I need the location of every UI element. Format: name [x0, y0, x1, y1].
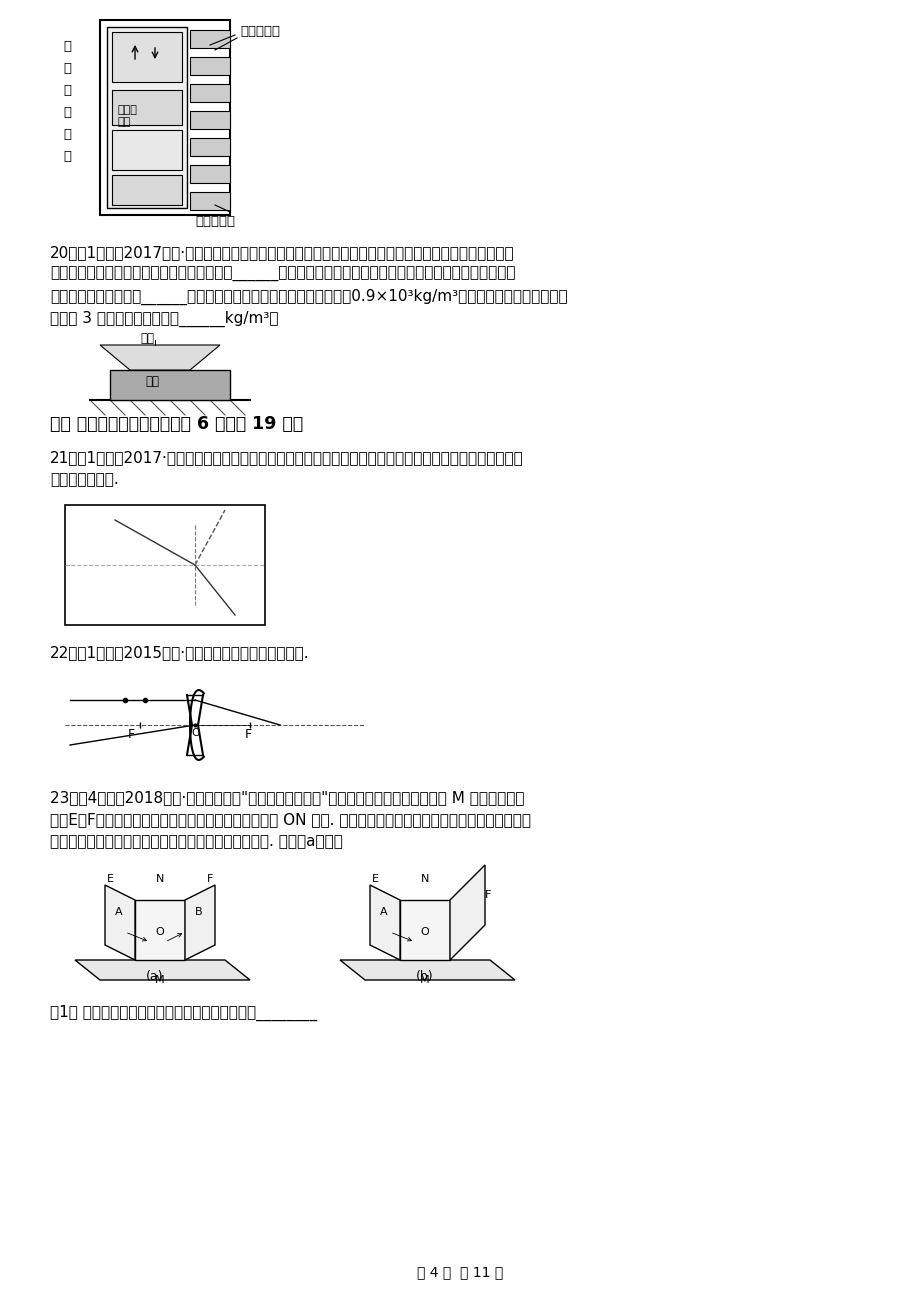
Bar [112, 90, 182, 125]
Text: 冷: 冷 [62, 40, 71, 53]
Text: 冰层: 冰层 [145, 375, 159, 388]
Text: 21．（1分）（2017·营口）晚上，游泳池底的灯光亮起，请画出池底一盏灯发出的一条光线在水面处发生反射: 21．（1分）（2017·营口）晚上，游泳池底的灯光亮起，请画出池底一盏灯发出的… [50, 450, 523, 465]
Text: B: B [195, 907, 202, 917]
Bar [190, 165, 230, 184]
Bar [107, 27, 187, 208]
Text: 管: 管 [62, 128, 71, 141]
Text: 上，E、F是两块粘接起来的硬纸板，垂直于镜面且可绕 ON 转动. 用激光笔沿着硬纸板的表面，让光斜射到平面镜: 上，E、F是两块粘接起来的硬纸板，垂直于镜面且可绕 ON 转动. 用激光笔沿着硬… [50, 812, 530, 827]
Text: (b): (b) [415, 970, 434, 983]
Polygon shape [100, 345, 220, 370]
Text: 20．（1分）（2017八下·泗阳期中）如图所示，在平整地面上有一层厚度均匀的积雪，小明用力向下踩，形: 20．（1分）（2017八下·泗阳期中）如图所示，在平整地面上有一层厚度均匀的积… [50, 245, 514, 260]
Bar [190, 111, 230, 129]
Text: 中脚印下方的冰雪质量______（变大、变小、不变），已知冰的密度为0.9×10³kg/m³，　测出积雪的厚度是冰层: 中脚印下方的冰雪质量______（变大、变小、不变），已知冰的密度为0.9×10… [50, 289, 567, 305]
Text: F: F [484, 891, 491, 900]
Text: 和折射的光路图.: 和折射的光路图. [50, 473, 119, 487]
Text: 成了一个下凹的脚印，说明力可以使物体发生______，脚印下的雪由于受外力挤压可近似看成冰层，在这个过程: 成了一个下凹的脚印，说明力可以使物体发生______，脚印下的雪由于受外力挤压可… [50, 267, 515, 283]
Text: O: O [191, 728, 199, 738]
Polygon shape [449, 865, 484, 960]
Bar [110, 370, 230, 400]
Text: 室: 室 [62, 85, 71, 98]
Bar [112, 174, 182, 204]
Text: 的: 的 [62, 105, 71, 118]
Polygon shape [369, 885, 400, 960]
Text: 气态制
冷剂: 气态制 冷剂 [118, 105, 138, 126]
Text: 上，观察反射光，然后用笔描出入射光和反射光的径迹. 如图（a）所示: 上，观察反射光，然后用笔描出入射光和反射光的径迹. 如图（a）所示 [50, 835, 343, 849]
Text: 冻: 冻 [62, 62, 71, 76]
Text: O: O [420, 927, 428, 937]
Text: N: N [420, 874, 429, 884]
Bar [190, 30, 230, 48]
Polygon shape [340, 960, 515, 980]
Text: A: A [380, 907, 387, 917]
Text: A: A [115, 907, 122, 917]
Polygon shape [105, 885, 135, 960]
Text: F: F [244, 728, 252, 741]
Polygon shape [135, 900, 185, 960]
Text: 液态制冷剂: 液态制冷剂 [240, 25, 279, 38]
Text: 积雪: 积雪 [140, 332, 153, 345]
Bar [100, 20, 230, 215]
Bar [190, 57, 230, 76]
Text: F: F [207, 874, 213, 884]
Text: （1） 让光沿着白纸的表面照射，这样做的目的是________: （1） 让光沿着白纸的表面照射，这样做的目的是________ [50, 1005, 317, 1021]
Text: 22．（1分）（2015八上·昌吉期末）完成图中的光路图.: 22．（1分）（2015八上·昌吉期末）完成图中的光路图. [50, 644, 310, 660]
Text: (a): (a) [146, 970, 164, 983]
Text: F: F [128, 728, 135, 741]
Text: 三、 作图、实验与探究题（共 6 题；共 19 分）: 三、 作图、实验与探究题（共 6 题；共 19 分） [50, 415, 302, 434]
Bar [112, 33, 182, 82]
Text: M: M [420, 975, 429, 986]
Text: 23．（4分）（2018八上·东营期中）在"探究光的反射规律"的实验中，如图所示，平面镜 M 放在水平桌面: 23．（4分）（2018八上·东营期中）在"探究光的反射规律"的实验中，如图所示… [50, 790, 524, 805]
Bar [190, 85, 230, 102]
Polygon shape [185, 885, 215, 960]
Bar [190, 138, 230, 156]
Text: 气态制冷剂: 气态制冷剂 [195, 215, 234, 228]
Polygon shape [400, 900, 449, 960]
Bar [112, 130, 182, 171]
Text: N: N [155, 874, 164, 884]
Text: 第 4 页  共 11 页: 第 4 页 共 11 页 [416, 1266, 503, 1279]
Text: E: E [107, 874, 113, 884]
Bar [65, 505, 265, 625]
Text: M: M [155, 975, 165, 986]
Bar [190, 191, 230, 210]
Polygon shape [75, 960, 250, 980]
Text: 厚度的 3 倍，则积雪的密度为______kg/m³。: 厚度的 3 倍，则积雪的密度为______kg/m³。 [50, 311, 278, 327]
Text: 子: 子 [62, 150, 71, 163]
Text: E: E [371, 874, 378, 884]
Text: O: O [154, 927, 164, 937]
